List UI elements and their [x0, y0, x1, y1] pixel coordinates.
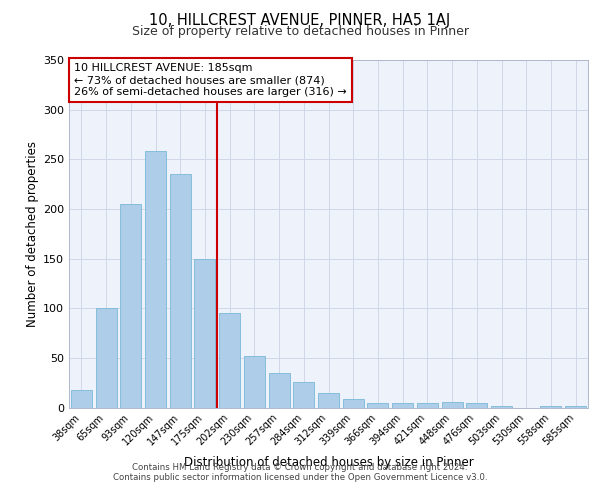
Bar	[95, 308, 116, 408]
Bar	[343, 398, 364, 407]
Bar	[120, 204, 141, 408]
Text: Contains public sector information licensed under the Open Government Licence v3: Contains public sector information licen…	[113, 474, 487, 482]
Text: 10, HILLCREST AVENUE, PINNER, HA5 1AJ: 10, HILLCREST AVENUE, PINNER, HA5 1AJ	[149, 12, 451, 28]
Bar	[442, 402, 463, 407]
Bar	[244, 356, 265, 408]
Bar	[170, 174, 191, 408]
Bar	[194, 258, 215, 408]
Bar	[541, 406, 562, 407]
Y-axis label: Number of detached properties: Number of detached properties	[26, 141, 39, 327]
Bar	[318, 392, 339, 407]
Bar	[269, 373, 290, 408]
Text: Size of property relative to detached houses in Pinner: Size of property relative to detached ho…	[131, 25, 469, 38]
X-axis label: Distribution of detached houses by size in Pinner: Distribution of detached houses by size …	[184, 456, 473, 468]
Bar	[565, 406, 586, 407]
Bar	[71, 390, 92, 407]
Bar	[417, 402, 438, 407]
Text: Contains HM Land Registry data © Crown copyright and database right 2024.: Contains HM Land Registry data © Crown c…	[132, 462, 468, 471]
Bar	[145, 152, 166, 408]
Bar	[491, 406, 512, 407]
Text: 10 HILLCREST AVENUE: 185sqm
← 73% of detached houses are smaller (874)
26% of se: 10 HILLCREST AVENUE: 185sqm ← 73% of det…	[74, 64, 347, 96]
Bar	[219, 313, 240, 408]
Bar	[392, 402, 413, 407]
Bar	[293, 382, 314, 407]
Bar	[367, 402, 388, 407]
Bar	[466, 402, 487, 407]
